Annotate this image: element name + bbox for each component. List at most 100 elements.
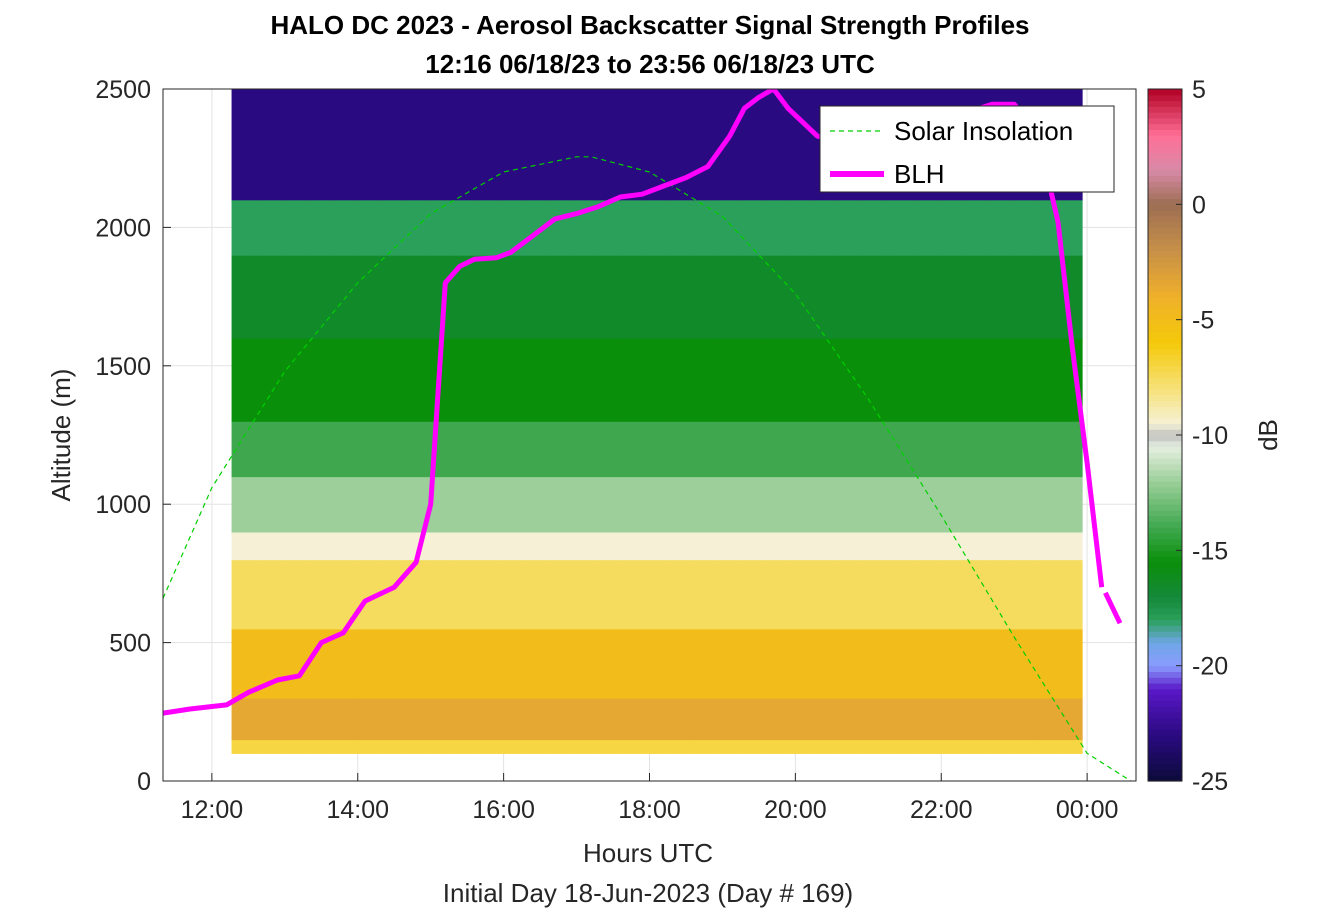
heatmap-cell [644,697,670,741]
heatmap-cell [620,739,646,754]
heatmap-cell [328,199,354,256]
heatmap-cell [620,559,646,630]
heatmap-cell [547,476,573,533]
heatmap-cell [693,421,719,478]
colorbar-tick-label: -25 [1192,768,1228,796]
heatmap-cell [960,255,986,339]
legend-solar-label: Solar Insolation [894,116,1073,146]
heatmap-cell [741,531,767,561]
heatmap-cell [668,476,694,533]
heatmap-cell [1057,628,1083,699]
heatmap-cell [668,739,694,754]
heatmap-cell [717,697,743,741]
heatmap-cell [255,255,281,339]
heatmap-cell [571,559,597,630]
heatmap-cell [1033,476,1059,533]
colorbar-step [1148,296,1182,303]
colorbar-step [1148,469,1182,476]
heatmap-cell [693,338,719,422]
heatmap-cell [450,697,476,741]
heatmap-cell [304,89,330,201]
colorbar-step [1148,371,1182,378]
colorbar-step [1148,682,1182,690]
heatmap-cell [741,739,767,754]
heatmap-cell [960,531,986,561]
heatmap-cell [231,199,257,256]
heatmap-cell [401,421,427,478]
colorbar-step [1148,388,1182,396]
colorbar-step [1148,336,1182,344]
heatmap-cell [474,559,500,630]
heatmap-cell [814,199,840,256]
heatmap-cell [231,421,257,478]
heatmap-cell [1009,421,1035,478]
heatmap-cell [863,531,889,561]
colorbar-step [1148,636,1182,644]
heatmap-cell [887,739,913,754]
heatmap-cell [911,421,937,478]
heatmap-cell [1057,559,1083,630]
heatmap-cell [668,559,694,630]
heatmap-cell [887,199,913,256]
colorbar-step [1148,596,1182,603]
heatmap-cell [887,476,913,533]
heatmap-cell [887,255,913,339]
heatmap-cell [255,421,281,478]
colorbar-step [1148,740,1182,747]
heatmap-cell [450,338,476,422]
colorbar-step [1148,383,1182,390]
heatmap-cell [766,739,792,754]
colorbar-step [1148,475,1182,482]
heatmap-cell [814,739,840,754]
colorbar-step [1148,573,1182,580]
colorbar-tick-label: -5 [1192,307,1214,335]
heatmap-cell [474,421,500,478]
colorbar-step [1148,250,1182,257]
heatmap-cell [523,697,549,741]
heatmap-cell [450,476,476,533]
heatmap-cell [498,255,524,339]
heatmap-cell [596,338,621,422]
colorbar-step [1148,746,1182,753]
x-tick-label: 14:00 [326,796,389,824]
heatmap-cell [523,559,549,630]
heatmap-cell [644,421,670,478]
heatmap-cell [984,255,1010,339]
heatmap-cell [839,199,864,256]
heatmap-cell [839,739,864,754]
heatmap-cell [620,421,646,478]
colorbar-step [1148,711,1182,719]
colorbar-step [1148,458,1182,465]
heatmap-cell [474,89,500,201]
heatmap-cell [717,421,743,478]
heatmap-cell [984,421,1010,478]
heatmap-cell [936,338,962,422]
colorbar-step [1148,89,1182,96]
heatmap-cell [1009,255,1035,339]
heatmap-cell [304,421,330,478]
colorbar-step [1148,325,1182,332]
heatmap-cell [717,559,743,630]
heatmap-cell [790,531,816,561]
heatmap-cell [596,739,621,754]
heatmap-cell [668,531,694,561]
heatmap-cell [1009,338,1035,422]
heatmap-cell [353,338,378,422]
colorbar-step [1148,446,1182,453]
heatmap-cell [911,199,937,256]
heatmap-cell [523,476,549,533]
legend-box [819,105,1115,193]
heatmap-cell [766,628,792,699]
colorbar-step [1148,308,1182,315]
colorbar-tick-label: -15 [1192,537,1228,565]
heatmap-cell [377,199,403,256]
heatmap-cell [328,697,354,741]
heatmap-cell [839,531,864,561]
heatmap-cell [1009,739,1035,754]
heatmap-cell [984,476,1010,533]
x-tick-label: 00:00 [1056,796,1119,824]
heatmap-cell [766,338,792,422]
colorbar-step [1148,435,1182,442]
colorbar-gradient [1148,89,1182,782]
colorbar-step [1148,688,1182,696]
